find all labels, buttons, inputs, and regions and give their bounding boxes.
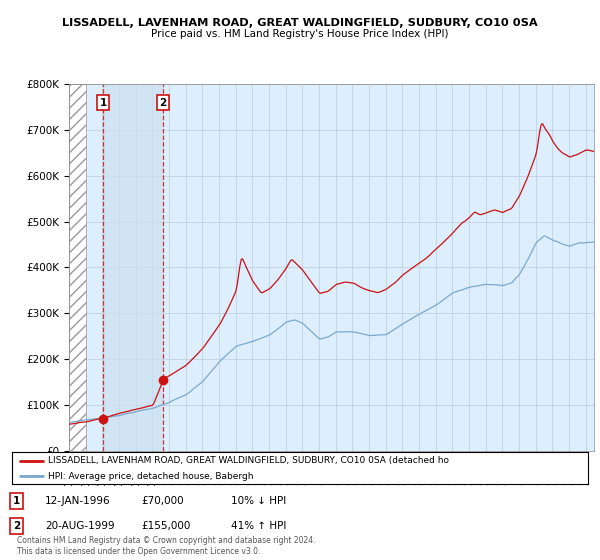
Bar [69, 84, 86, 451]
Text: 10% ↓ HPI: 10% ↓ HPI [231, 496, 286, 506]
Text: 20-AUG-1999: 20-AUG-1999 [45, 521, 115, 531]
Text: 41% ↑ HPI: 41% ↑ HPI [231, 521, 286, 531]
Text: LISSADELL, LAVENHAM ROAD, GREAT WALDINGFIELD, SUDBURY, CO10 0SA (detached ho: LISSADELL, LAVENHAM ROAD, GREAT WALDINGF… [48, 456, 449, 465]
Text: Price paid vs. HM Land Registry's House Price Index (HPI): Price paid vs. HM Land Registry's House … [151, 29, 449, 39]
Text: LISSADELL, LAVENHAM ROAD, GREAT WALDINGFIELD, SUDBURY, CO10 0SA: LISSADELL, LAVENHAM ROAD, GREAT WALDINGF… [62, 18, 538, 28]
Text: HPI: Average price, detached house, Babergh: HPI: Average price, detached house, Babe… [48, 472, 254, 481]
Text: £70,000: £70,000 [141, 496, 184, 506]
Bar [103, 84, 163, 451]
Text: 1: 1 [100, 97, 107, 108]
Text: Contains HM Land Registry data © Crown copyright and database right 2024.
This d: Contains HM Land Registry data © Crown c… [17, 536, 316, 556]
Text: 12-JAN-1996: 12-JAN-1996 [45, 496, 110, 506]
Text: 1: 1 [13, 496, 20, 506]
Text: 2: 2 [160, 97, 167, 108]
Text: 2: 2 [13, 521, 20, 531]
Text: £155,000: £155,000 [141, 521, 190, 531]
